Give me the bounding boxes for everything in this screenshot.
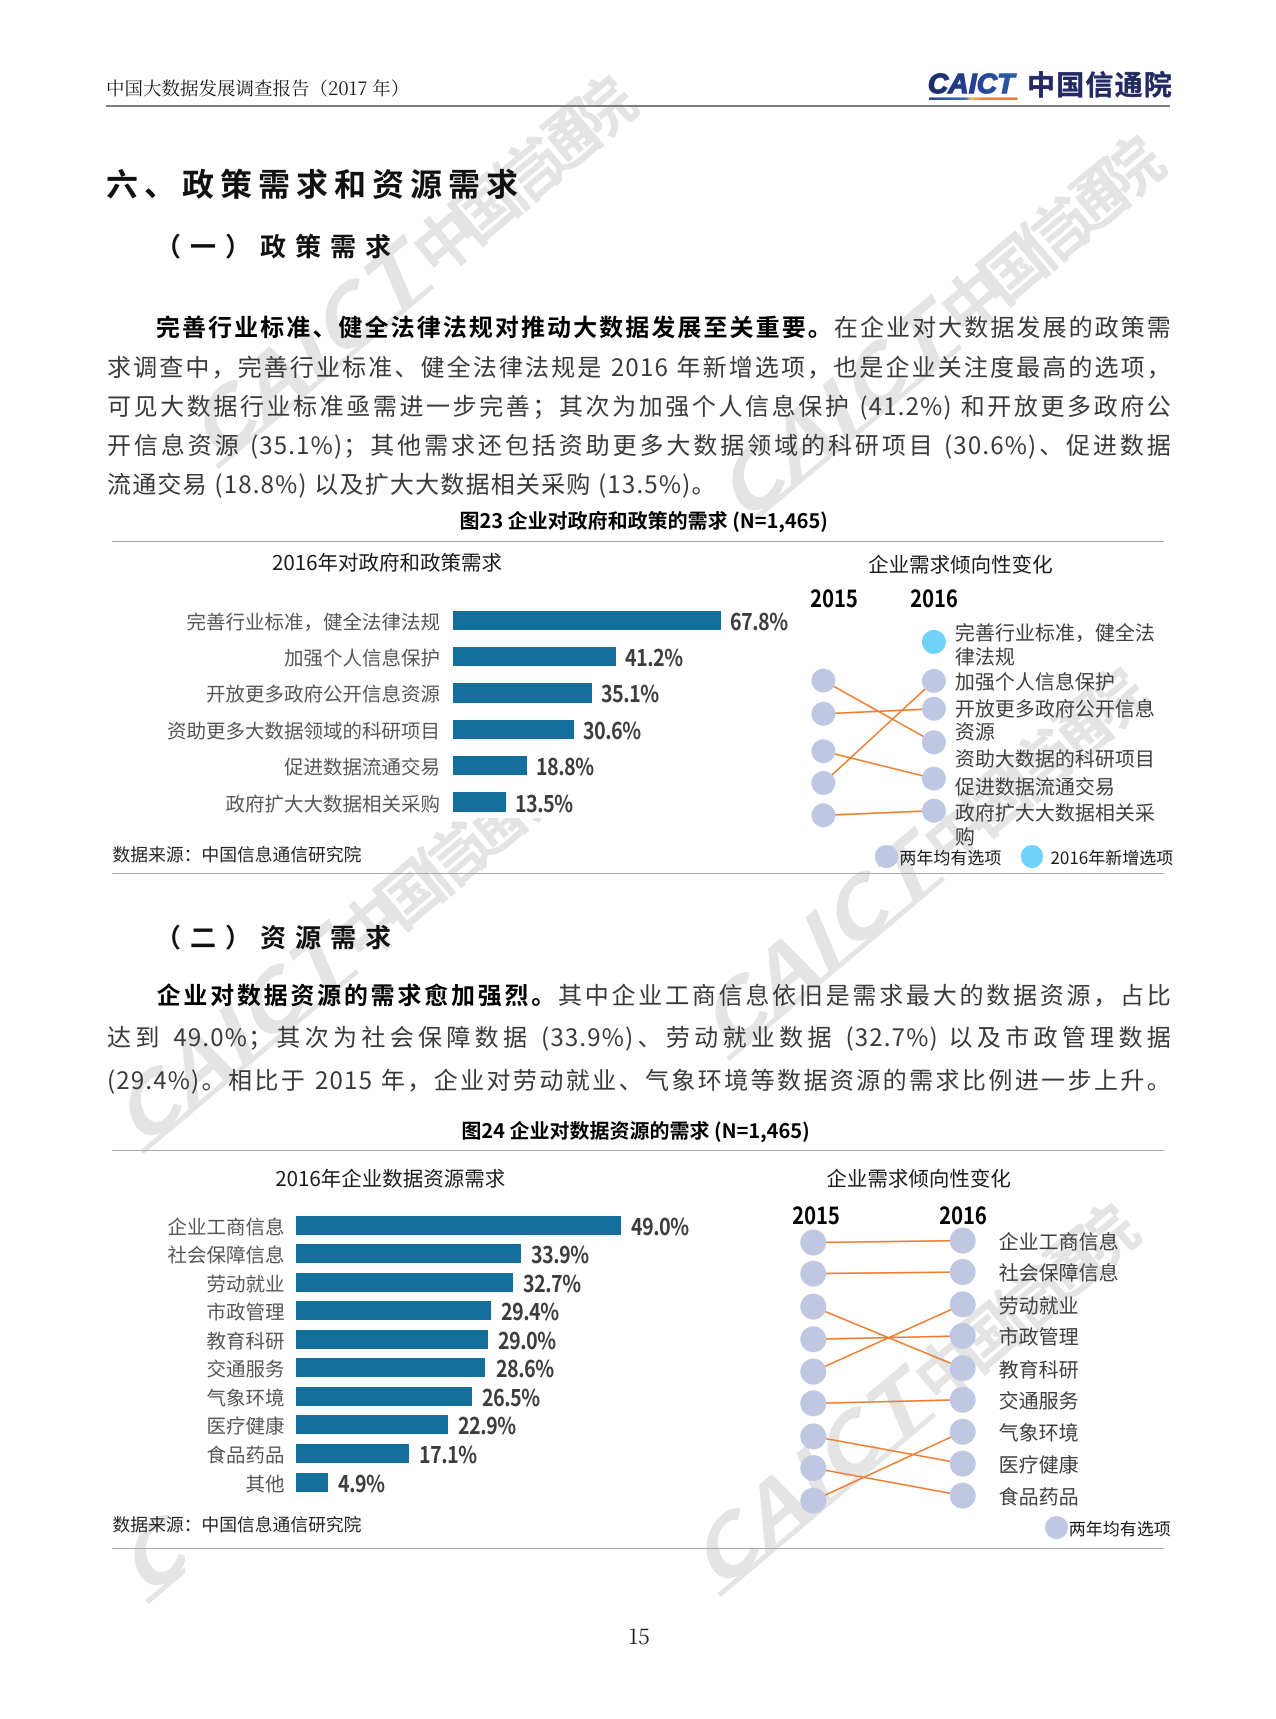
svg-text:CAICT: CAICT xyxy=(928,68,1017,99)
